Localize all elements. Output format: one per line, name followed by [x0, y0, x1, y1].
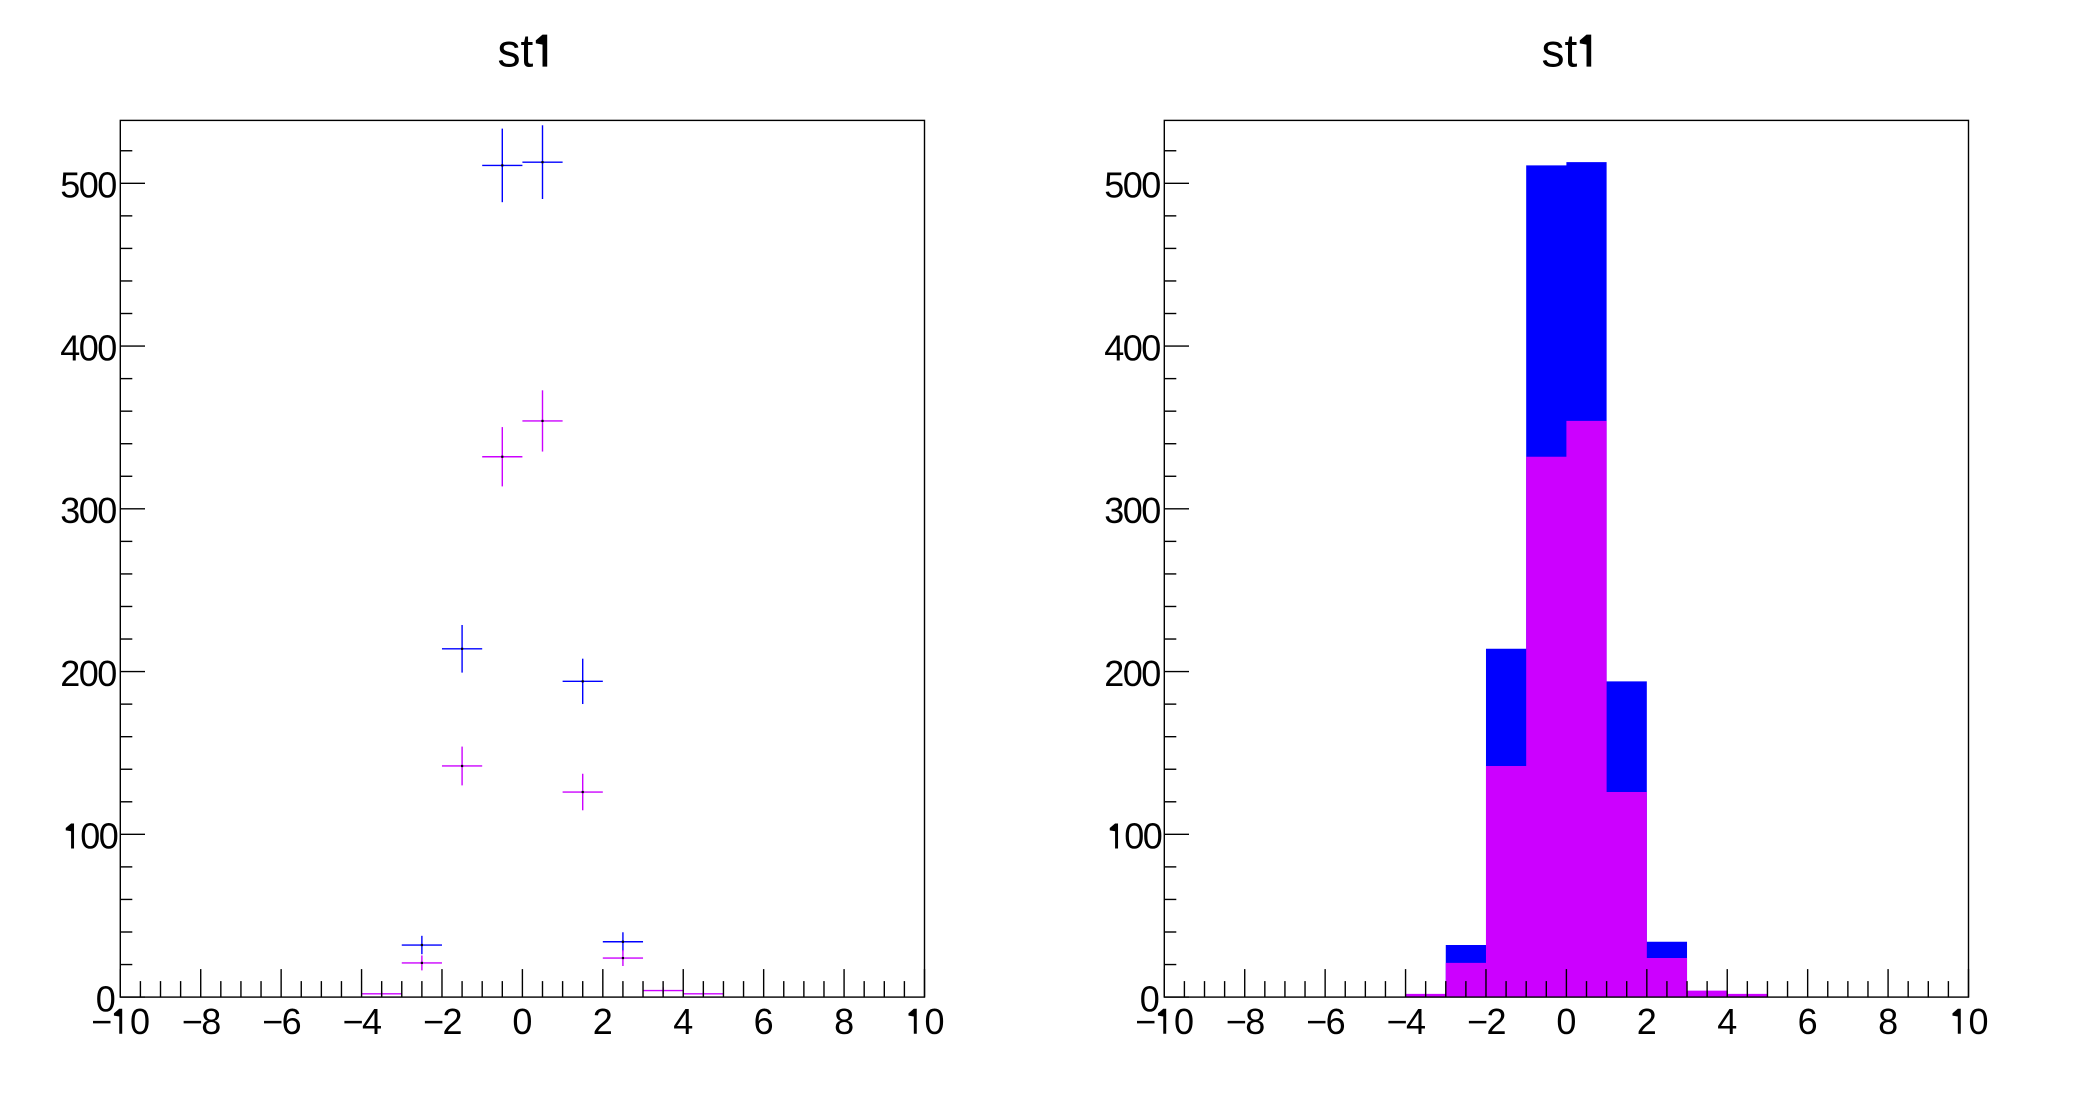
- svg-text:400: 400: [1104, 327, 1160, 368]
- svg-text:8: 8: [834, 1001, 854, 1042]
- svg-text:−2: −2: [1467, 1001, 1506, 1042]
- svg-text:300: 300: [1104, 490, 1160, 531]
- svg-text:−: −: [91, 1001, 112, 1042]
- svg-text:2: 2: [1637, 1001, 1657, 1042]
- svg-text:−6: −6: [1306, 1001, 1345, 1042]
- svg-text:0: 0: [1969, 1001, 1989, 1042]
- svg-text:0: 0: [130, 1001, 150, 1042]
- svg-text:0: 0: [96, 978, 116, 1019]
- svg-text:00: 00: [1124, 816, 1162, 857]
- svg-text:00: 00: [80, 816, 118, 857]
- svg-text:4: 4: [1717, 1001, 1737, 1042]
- svg-text:200: 200: [1104, 653, 1160, 694]
- svg-text:200: 200: [60, 653, 116, 694]
- svg-text:4: 4: [673, 1001, 693, 1042]
- svg-text:0: 0: [1140, 978, 1160, 1019]
- svg-text:6: 6: [1798, 1001, 1818, 1042]
- svg-text:300: 300: [60, 490, 116, 531]
- svg-text:−4: −4: [343, 1001, 382, 1042]
- svg-text:2: 2: [593, 1001, 613, 1042]
- svg-text:−8: −8: [1226, 1001, 1265, 1042]
- svg-text:−: −: [1135, 1001, 1156, 1042]
- svg-text:500: 500: [60, 165, 116, 206]
- svg-text:−6: −6: [262, 1001, 301, 1042]
- svg-text:0: 0: [925, 1001, 945, 1042]
- svg-text:st: st: [498, 25, 534, 77]
- svg-text:400: 400: [60, 327, 116, 368]
- svg-text:0: 0: [512, 1001, 532, 1042]
- svg-text:−8: −8: [182, 1001, 221, 1042]
- svg-text:st: st: [1542, 25, 1578, 77]
- svg-text:8: 8: [1878, 1001, 1898, 1042]
- svg-text:−4: −4: [1387, 1001, 1426, 1042]
- svg-text:0: 0: [1556, 1001, 1576, 1042]
- svg-text:6: 6: [754, 1001, 774, 1042]
- svg-text:0: 0: [1174, 1001, 1194, 1042]
- svg-text:500: 500: [1104, 165, 1160, 206]
- svg-text:−2: −2: [423, 1001, 462, 1042]
